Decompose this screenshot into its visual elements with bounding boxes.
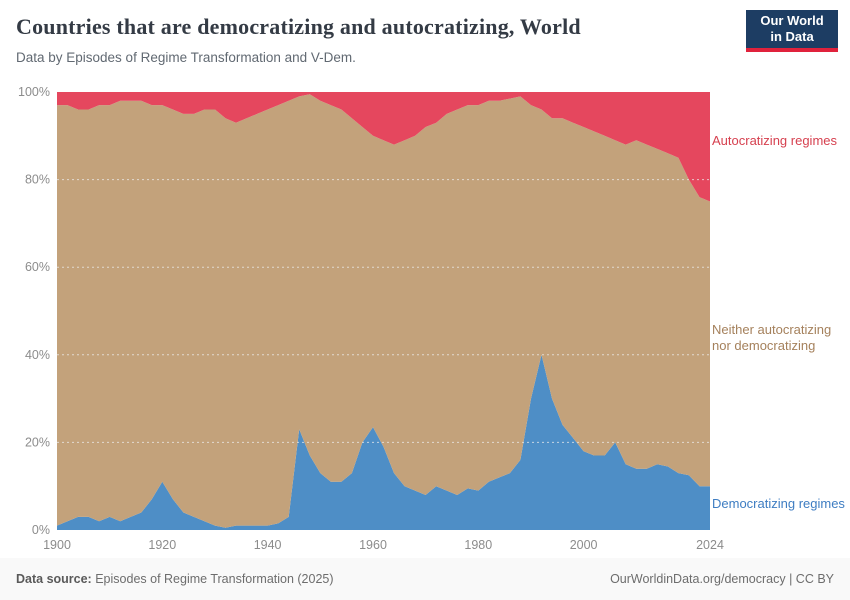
y-tick-label: 20%: [25, 435, 50, 449]
area-autocratizing: [57, 92, 710, 202]
y-tick-label: 60%: [25, 260, 50, 274]
stacked-area-chart: 0% 20% 40% 60% 80% 100% 1900 1920 1940 1960 1980 20…: [18, 85, 724, 552]
x-tick-label: 2000: [570, 538, 598, 552]
chart-area: 0% 20% 40% 60% 80% 100% 1900 1920 1940 1960 1980 20…: [0, 78, 850, 558]
y-tick-label: 40%: [25, 348, 50, 362]
x-tick-label: 1920: [148, 538, 176, 552]
chart-footer: Data source: Episodes of Regime Transfor…: [0, 558, 850, 600]
y-tick-label: 100%: [18, 85, 50, 99]
x-tick-label: 1960: [359, 538, 387, 552]
owid-logo[interactable]: Our World in Data: [746, 10, 838, 52]
footer-credit-link[interactable]: OurWorldinData.org/democracy | CC BY: [610, 572, 834, 586]
data-source-label: Data source:: [16, 572, 92, 586]
data-source-text: Data source: Episodes of Regime Transfor…: [16, 572, 334, 586]
y-tick-label: 0%: [32, 523, 50, 537]
x-tick-label: 1900: [43, 538, 71, 552]
label-neither-regimes: Neither autocratizing nor democratizing: [712, 322, 832, 353]
page-title: Countries that are democratizing and aut…: [16, 14, 581, 39]
data-source-value: Episodes of Regime Transformation (2025): [95, 572, 334, 586]
label-autocratizing-regimes: Autocratizing regimes: [712, 133, 837, 148]
chart-subtitle: Data by Episodes of Regime Transformatio…: [16, 50, 356, 65]
logo-line1: Our World: [760, 13, 824, 29]
logo-line2: in Data: [770, 29, 814, 44]
area-neither: [57, 94, 710, 528]
x-tick-label: 1940: [254, 538, 282, 552]
x-tick-label: 2024: [696, 538, 724, 552]
y-tick-label: 80%: [25, 173, 50, 187]
label-democratizing-regimes: Democratizing regimes: [712, 496, 845, 511]
x-tick-label: 1980: [464, 538, 492, 552]
area-democratizing: [57, 354, 710, 530]
